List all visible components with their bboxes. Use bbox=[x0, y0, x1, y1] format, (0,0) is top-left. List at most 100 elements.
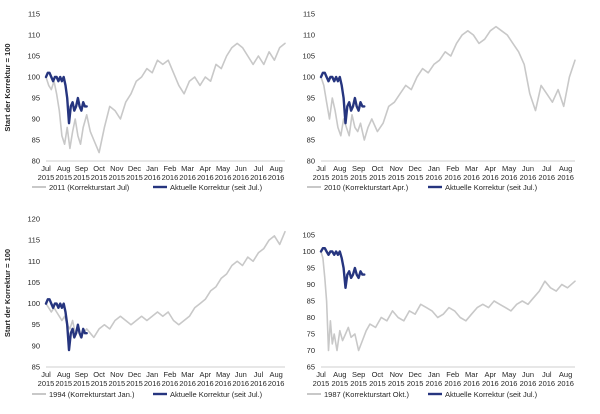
x-tick-label: 2016 bbox=[232, 173, 249, 182]
x-tick-label: 2016 bbox=[538, 379, 555, 388]
legend-label-current: Aktuelle Korrektur (seit Jul.) bbox=[445, 183, 538, 192]
legend: 1987 (Korrekturstart Okt.) Aktuelle Korre… bbox=[307, 390, 538, 399]
x-tick-label: Aug bbox=[269, 164, 282, 173]
y-tick-label: 100 bbox=[302, 247, 315, 256]
x-tick-label: 2015 bbox=[108, 173, 125, 182]
x-tick-label: Jan bbox=[428, 370, 440, 379]
y-tick-label: 90 bbox=[307, 115, 315, 124]
x-tick-label: Feb bbox=[163, 370, 176, 379]
x-tick-label: Dec bbox=[408, 370, 422, 379]
historical-series-line bbox=[320, 250, 576, 352]
x-tick-label: Jan bbox=[146, 164, 158, 173]
x-tick-label: 2016 bbox=[268, 173, 285, 182]
x-tick-label: 2016 bbox=[444, 173, 461, 182]
y-tick-label: 70 bbox=[307, 346, 315, 355]
x-tick-label: 2016 bbox=[179, 379, 196, 388]
x-tick-label: Aug bbox=[559, 164, 572, 173]
x-tick-label: 2015 bbox=[313, 379, 330, 388]
x-tick-label: May bbox=[216, 370, 230, 379]
y-tick-label: 75 bbox=[307, 330, 315, 339]
current-series-line bbox=[44, 298, 88, 352]
x-tick-label: Jun bbox=[522, 370, 534, 379]
x-tick-label: May bbox=[502, 164, 516, 173]
x-tick-label: Jun bbox=[235, 370, 247, 379]
x-tick-label: 2015 bbox=[331, 379, 348, 388]
x-tick-label: May bbox=[502, 370, 516, 379]
x-tick-label: Mar bbox=[465, 370, 478, 379]
x-tick-label: 2016 bbox=[144, 379, 161, 388]
x-tick-label: 2015 bbox=[407, 173, 424, 182]
x-tick-label: 2015 bbox=[350, 379, 367, 388]
x-tick-label: 2016 bbox=[215, 173, 232, 182]
y-tick-label: 110 bbox=[28, 257, 40, 266]
y-tick-label: 110 bbox=[303, 31, 315, 40]
legend: 1994 (Korrekturstart Jan.) Aktuelle Korre… bbox=[32, 390, 263, 399]
x-tick-label: Feb bbox=[446, 370, 459, 379]
x-tick-label: 2016 bbox=[463, 379, 480, 388]
x-tick-label: 2016 bbox=[179, 173, 196, 182]
x-tick-label: 2015 bbox=[38, 379, 55, 388]
x-tick-label: 2015 bbox=[369, 379, 386, 388]
x-tick-label: 2016 bbox=[197, 379, 214, 388]
x-tick-label: Apr bbox=[199, 370, 211, 379]
x-tick-label: 2015 bbox=[126, 379, 143, 388]
x-tick-label: 2015 bbox=[38, 173, 55, 182]
y-tick-label: 90 bbox=[307, 280, 315, 289]
chart-panel-2: 80859095100105110115Jul2015Aug2015Sep201… bbox=[302, 10, 576, 192]
current-series-line bbox=[44, 71, 88, 125]
x-tick-label: 2015 bbox=[91, 173, 108, 182]
y-tick-label: 95 bbox=[307, 94, 315, 103]
x-tick-label: 2016 bbox=[482, 173, 499, 182]
x-tick-label: 2016 bbox=[250, 173, 267, 182]
x-tick-label: Sep bbox=[352, 370, 365, 379]
y-tick-label: 100 bbox=[302, 73, 315, 82]
x-tick-label: Dec bbox=[128, 370, 142, 379]
x-tick-label: 2016 bbox=[426, 379, 443, 388]
x-tick-label: Oct bbox=[93, 370, 106, 379]
y-tick-label: 105 bbox=[302, 52, 315, 61]
x-tick-label: Oct bbox=[93, 164, 106, 173]
x-tick-label: 2015 bbox=[73, 173, 90, 182]
y-tick-label: 115 bbox=[28, 236, 40, 245]
x-tick-label: 2016 bbox=[215, 379, 232, 388]
current-series-line bbox=[319, 246, 366, 289]
legend-label-current: Aktuelle Korrektur (seit Jul.) bbox=[170, 390, 263, 399]
y-tick-label: 90 bbox=[32, 341, 40, 350]
y-tick-label: 80 bbox=[307, 157, 315, 166]
x-tick-label: 2016 bbox=[463, 173, 480, 182]
y-tick-label: 85 bbox=[32, 136, 40, 145]
x-tick-label: Apr bbox=[484, 164, 496, 173]
y-tick-label: 120 bbox=[27, 215, 40, 224]
y-tick-label: 100 bbox=[27, 73, 40, 82]
x-tick-label: Nov bbox=[110, 370, 124, 379]
x-tick-label: 2016 bbox=[197, 173, 214, 182]
chart-panel-4: 65707580859095100105Jul2015Aug2015Sep201… bbox=[302, 231, 576, 399]
y-tick-label: 85 bbox=[32, 363, 40, 372]
x-tick-label: Dec bbox=[128, 164, 142, 173]
legend: 2010 (Korrekturstart Apr.) Aktuelle Korre… bbox=[307, 183, 538, 192]
x-tick-label: Jul bbox=[316, 164, 326, 173]
x-tick-label: Dec bbox=[408, 164, 422, 173]
x-tick-label: Sep bbox=[75, 164, 88, 173]
x-tick-label: 2016 bbox=[557, 379, 574, 388]
x-tick-label: 2015 bbox=[73, 379, 90, 388]
x-tick-label: 2015 bbox=[350, 173, 367, 182]
x-tick-label: 2016 bbox=[232, 379, 249, 388]
x-tick-label: Jan bbox=[146, 370, 158, 379]
x-tick-label: Jan bbox=[428, 164, 440, 173]
legend-label-current: Aktuelle Korrektur (seit Jul.) bbox=[445, 390, 538, 399]
x-tick-label: Nov bbox=[390, 370, 404, 379]
x-tick-label: Jul bbox=[41, 164, 51, 173]
x-tick-label: 2016 bbox=[501, 173, 518, 182]
current-series-line bbox=[319, 71, 366, 125]
x-tick-label: Nov bbox=[390, 164, 404, 173]
y-tick-label: 105 bbox=[302, 231, 315, 240]
x-tick-label: Mar bbox=[181, 164, 194, 173]
legend-label-current: Aktuelle Korrektur (seit Jul.) bbox=[170, 183, 263, 192]
legend-label-historical: 2011 (Korrekturstart Jul) bbox=[49, 183, 130, 192]
x-tick-label: 2015 bbox=[126, 173, 143, 182]
x-tick-label: 2015 bbox=[331, 173, 348, 182]
x-tick-label: Oct bbox=[372, 164, 385, 173]
x-tick-label: 2016 bbox=[538, 173, 555, 182]
